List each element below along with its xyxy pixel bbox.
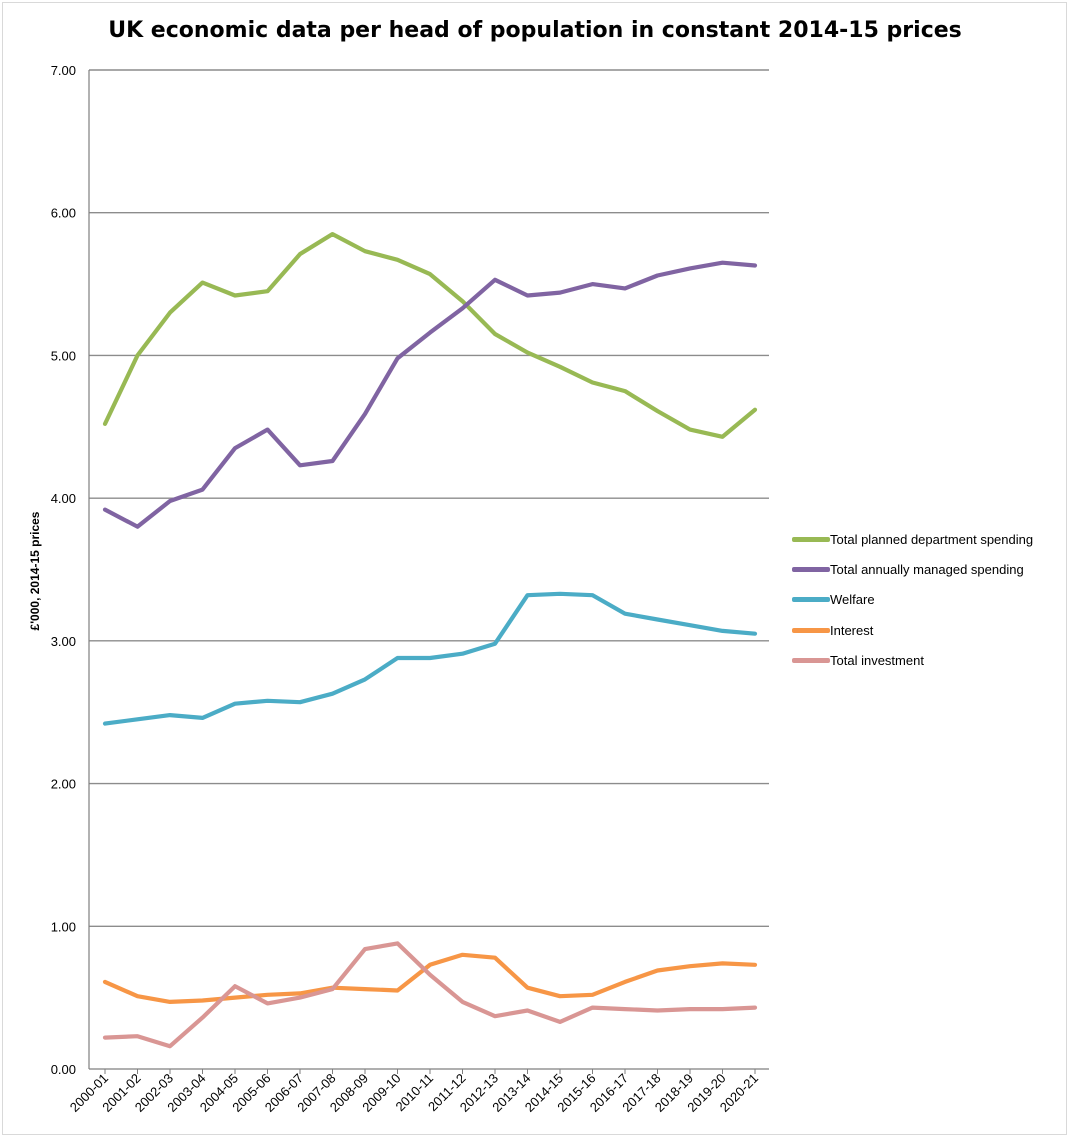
y-tick-label: 0.00 xyxy=(51,1062,76,1077)
y-tick-label: 3.00 xyxy=(51,634,76,649)
legend-swatch xyxy=(792,657,830,663)
series-line-3 xyxy=(102,952,758,1005)
y-tick-label: 1.00 xyxy=(51,919,76,934)
y-tick-label: 7.00 xyxy=(51,63,76,78)
chart-title: UK economic data per head of population … xyxy=(108,18,962,43)
series-line-1 xyxy=(102,260,758,529)
legend-item: Interest xyxy=(792,615,1033,645)
y-tick-labels: 0.00 1.00 2.00 3.00 4.00 5.00 6.00 7.00 xyxy=(51,63,76,1077)
series-line-0 xyxy=(102,232,758,439)
legend-label: Interest xyxy=(830,622,874,638)
legend-item: Welfare xyxy=(792,585,1033,615)
legend-label: Welfare xyxy=(830,592,875,608)
legend-swatch xyxy=(792,597,830,603)
series-line-2 xyxy=(102,591,758,726)
legend-label: Total planned department spending xyxy=(830,531,1034,547)
legend-label: Total annually managed spending xyxy=(830,561,1024,577)
legend-item: Total annually managed spending xyxy=(792,554,1033,584)
gridlines xyxy=(88,69,769,1070)
legend-label: Total investment xyxy=(830,652,924,668)
y-tick-label: 4.00 xyxy=(51,491,76,506)
y-tick-label: 5.00 xyxy=(51,348,76,363)
y-axis-label: £'000, 2014-15 prices xyxy=(28,511,42,630)
series-lines xyxy=(102,232,758,1049)
series-line-4 xyxy=(102,941,758,1049)
legend-swatch xyxy=(792,627,830,633)
legend-swatch xyxy=(792,536,830,542)
legend-swatch xyxy=(792,566,830,572)
y-tick-label: 6.00 xyxy=(51,206,76,221)
y-tick-label: 2.00 xyxy=(51,777,76,792)
legend: Total planned department spending Total a… xyxy=(792,524,1033,675)
x-tick-labels: 2000-012001-022002-032003-042004-052005-… xyxy=(67,1069,761,1115)
legend-item: Total investment xyxy=(792,645,1033,675)
legend-item: Total planned department spending xyxy=(792,524,1033,554)
